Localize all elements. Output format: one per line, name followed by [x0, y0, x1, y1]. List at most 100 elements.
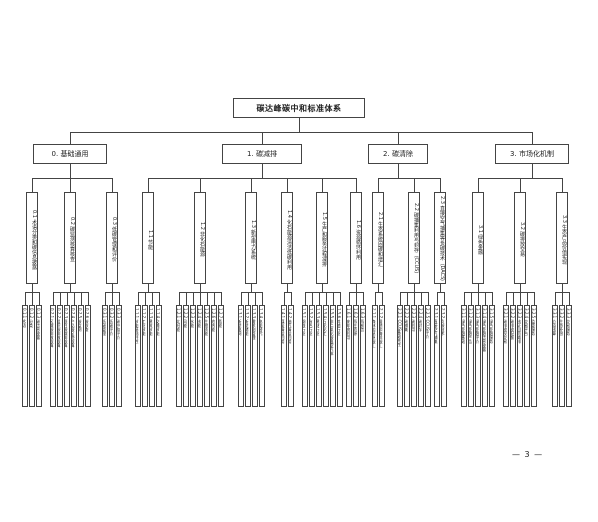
leaf-node: 1.5.5 非二氧化碳温室气体 [329, 305, 336, 407]
leaf-node: 1.6.1 废弃物利用 [346, 305, 352, 407]
leaf-node: 3.2.2 碳排放配额 [510, 305, 516, 407]
leaf-node: 1.6.2 再生资源 [353, 305, 359, 407]
connector-line [562, 178, 563, 192]
leaf-node: 1.2.5 生物质能 [204, 305, 210, 407]
connector-line [25, 292, 26, 305]
leaf-node: 1.2.2 风能 [183, 305, 189, 407]
leaf-node: 3.2.4 交易平台 [524, 305, 530, 407]
leaf-node: 1.4.1 煤炭清洁利用 [280, 305, 287, 407]
subcategory-node: 1.2 非化石能源 [194, 192, 206, 284]
subcategory-node: 3.1 绿色金融 [472, 192, 484, 284]
connector-line [52, 292, 54, 305]
leaf-node: 1.2.4 核能 [197, 305, 203, 407]
subcategory-node: 2.2 碳捕集利用与封存（CCUS） [408, 192, 420, 284]
leaf-node: 0.2.2 组织碳排放核算 [56, 305, 63, 407]
connector-line [200, 284, 201, 292]
connector-line [464, 292, 465, 305]
connector-line [339, 292, 341, 305]
connector-line [73, 292, 75, 305]
connector-line [421, 292, 422, 305]
connector-line [374, 292, 376, 305]
connector-line [485, 292, 486, 305]
connector-line [520, 292, 521, 305]
connector-line [240, 292, 263, 293]
leaf-node: 0.1.2 分类 [29, 305, 35, 407]
connector-line [436, 292, 445, 293]
connector-line [148, 178, 357, 179]
connector-line [59, 292, 61, 305]
leaf-node: 0.2.5 碳监测 [77, 305, 84, 407]
connector-line [87, 292, 89, 305]
page-number: — 3 — [512, 450, 544, 459]
leaf-node: 1.1.2 工业节能 [141, 305, 148, 407]
connector-line [148, 284, 149, 292]
connector-line [200, 292, 201, 305]
leaf-node: 0.3.2 低碳评价 [109, 305, 115, 407]
connector-line [414, 178, 415, 192]
connector-line [32, 284, 33, 292]
leaf-node: 1.5.4 石化化工 [322, 305, 329, 407]
leaf-node: 0.3.1 低碳管理 [102, 305, 108, 407]
leaf-node: 2.2.4 碳封存 [418, 305, 424, 407]
leaf-node: 3.3.3 交易服务 [566, 305, 572, 407]
subcategory-node: 1.5 生产和服务过程减排 [316, 192, 328, 284]
leaf-node: 1.6.3 再制造 [360, 305, 366, 407]
connector-line [80, 292, 82, 305]
leaf-node: 2.2.2 碳捕集 [404, 305, 410, 407]
subcategory-node: 0.3 低碳管理和评价 [106, 192, 118, 284]
leaf-node: 3.1.3 绿色金融评价 [475, 305, 481, 407]
connector-line [179, 292, 180, 305]
connector-line [414, 292, 415, 305]
leaf-node: 2.2.5 CCUS评价 [425, 305, 431, 407]
connector-line [471, 292, 472, 305]
leaf-node: 1.2.1 太阳能 [176, 305, 182, 407]
connector-line [240, 292, 242, 305]
connector-line [322, 178, 323, 192]
connector-line [299, 118, 300, 132]
category-node: 1. 碳减排 [222, 144, 302, 164]
leaf-node: 1.5.3 建材行业 [315, 305, 322, 407]
connector-line [440, 178, 441, 192]
connector-line [148, 178, 149, 192]
connector-line [112, 292, 113, 305]
connector-line [119, 292, 120, 305]
connector-line [478, 178, 479, 192]
leaf-node: 1.3.4 电能替代 [258, 305, 265, 407]
connector-line [39, 292, 40, 305]
leaf-node: 2.1.2 湿地和海洋碳汇 [378, 305, 385, 407]
leaf-node: 1.3.2 新型储能 [244, 305, 251, 407]
connector-line [534, 292, 535, 305]
leaf-node: 1.1.4 交通节能 [155, 305, 162, 407]
connector-line [532, 132, 533, 144]
connector-line [443, 292, 445, 305]
connector-line [506, 292, 507, 305]
connector-line [287, 284, 288, 292]
connector-line [378, 284, 379, 292]
connector-line [322, 284, 323, 292]
leaf-node: 0.2.1 区域碳排放核算 [49, 305, 56, 407]
connector-line [332, 292, 334, 305]
leaf-node: 1.2.7 氢能 [218, 305, 224, 407]
connector-line [251, 178, 252, 192]
leaf-node: 1.5.6 其他行业 [336, 305, 343, 407]
connector-line [262, 132, 263, 144]
leaf-node: 3.2.3 核证自愿减排 [517, 305, 523, 407]
leaf-node: 0.2.4 产品碳足迹核算 [70, 305, 77, 407]
connector-line [112, 284, 113, 292]
leaf-node: 2.1.1 森林和草原碳汇 [371, 305, 378, 407]
leaf-node: 1.1.1 节能基础共性 [134, 305, 141, 407]
connector-line [562, 292, 563, 305]
leaf-node: 0.3.3 碳中和评价 [116, 305, 122, 407]
connector-line [363, 292, 364, 305]
connector-line [207, 292, 208, 305]
connector-line [52, 292, 89, 293]
leaf-node: 2.3.1 直接空气捕集 [433, 305, 440, 407]
leaf-node: 1.2.3 水能 [190, 305, 196, 407]
connector-line [66, 292, 68, 305]
connector-line [193, 292, 194, 305]
connector-line [304, 292, 306, 305]
connector-line [290, 292, 292, 305]
connector-line [32, 178, 33, 192]
connector-line [70, 178, 71, 192]
connector-line [378, 178, 441, 179]
